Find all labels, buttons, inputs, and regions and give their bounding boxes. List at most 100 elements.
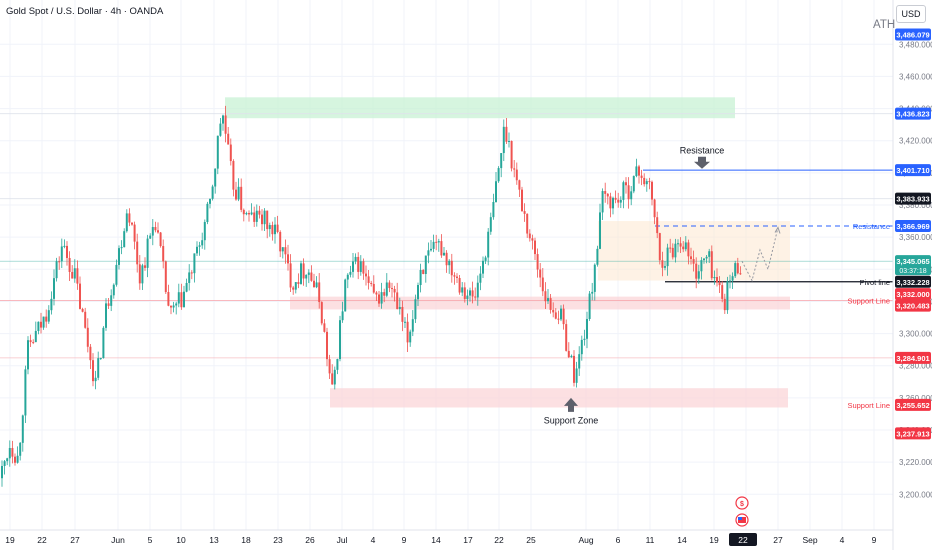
candle-body [440, 241, 443, 256]
candle-body [170, 305, 172, 308]
x-tick-label: 14 [431, 535, 441, 545]
y-tick-label: 3,460.000 [899, 72, 932, 81]
price-tag [895, 288, 931, 301]
candle-body [575, 368, 578, 383]
candle-body [53, 278, 55, 299]
candle-body [359, 261, 362, 272]
candle-body [255, 210, 258, 222]
y-tick-label: 3,280.000 [899, 362, 932, 371]
resistance-line-label: Resistance [853, 222, 890, 231]
candle-body [131, 222, 133, 225]
x-tick-label: Sep [802, 535, 817, 545]
candle-body [419, 269, 422, 286]
x-tick-label: 13 [209, 535, 219, 545]
candle-body [393, 288, 396, 293]
candle-body [609, 196, 612, 209]
candle-body [344, 279, 347, 312]
candle-body [297, 282, 300, 284]
candle-body [625, 182, 627, 186]
candle-body [508, 140, 510, 142]
y-tick-label: 3,220.000 [899, 458, 932, 467]
candle-body [692, 259, 695, 264]
candle-body [653, 199, 656, 218]
candle-body [370, 282, 373, 284]
arrow-up-icon [564, 397, 578, 412]
candle-body [411, 319, 414, 332]
candle-body [521, 189, 523, 212]
candle-body [60, 246, 63, 262]
candle-body [435, 241, 438, 243]
candle-body [45, 316, 48, 322]
candle-body [180, 292, 183, 308]
candle-body [120, 247, 123, 249]
candle-body [721, 285, 724, 299]
x-tick-label: 22 [37, 535, 47, 545]
candle-body [682, 246, 685, 250]
candle-body [37, 321, 40, 331]
candle-body [632, 176, 635, 192]
candle-body [445, 252, 448, 266]
candle-body [409, 331, 412, 343]
candle-body [102, 327, 105, 358]
candle-body [81, 308, 84, 312]
candle-body [588, 293, 591, 319]
candle-body [68, 257, 71, 272]
candle-body [58, 261, 61, 263]
currency-button[interactable]: USD [896, 5, 926, 23]
candle-body [661, 260, 664, 268]
candle-body [388, 282, 391, 289]
arrow-down-icon [694, 156, 710, 169]
candle-body [708, 251, 711, 257]
y-tick-label: 3,360.000 [899, 233, 932, 242]
candle-body [523, 211, 526, 214]
candle-body [482, 260, 484, 274]
candle-body [671, 247, 674, 258]
candle-body [32, 342, 35, 344]
candle-body [157, 230, 159, 233]
candle-body [560, 308, 562, 320]
candle-body [292, 287, 295, 290]
candle-body [526, 213, 529, 234]
candle-body [461, 287, 464, 293]
price-tag [895, 398, 931, 411]
countdown-label: 03:37:18 [899, 268, 926, 275]
candle-body [437, 241, 440, 243]
price-tag [895, 299, 931, 312]
candle-body [242, 209, 245, 215]
x-tick-label: 26 [305, 535, 315, 545]
candle-body [245, 213, 248, 215]
candle-body [175, 303, 178, 306]
price-tag-label: 3,401.710 [896, 166, 929, 175]
candle-body [736, 263, 739, 274]
candle-body [536, 254, 539, 270]
candle-body [534, 240, 536, 255]
candle-body [567, 350, 570, 358]
candle-body [229, 144, 232, 162]
candle-body [144, 265, 146, 268]
candle-body [614, 197, 617, 200]
dividend-icon[interactable] [735, 496, 749, 510]
candle-body [352, 261, 354, 272]
candle-body [354, 256, 357, 262]
price-tag [895, 192, 931, 205]
candle-body [573, 355, 575, 383]
y-tick-label: 3,420.000 [899, 137, 932, 146]
candle-body [547, 298, 549, 302]
candle-body [349, 271, 352, 275]
candle-body [89, 346, 92, 361]
candle-body [339, 320, 341, 360]
candle-body [518, 180, 521, 190]
candle-body [658, 233, 661, 261]
candle-body [718, 282, 721, 286]
candle-body [138, 264, 141, 284]
candle-body [8, 448, 11, 459]
price-tag-label: 3,486.079 [896, 31, 929, 40]
projection-arrow-icon [774, 226, 781, 234]
candle-body [209, 198, 211, 204]
candle-body [531, 238, 534, 241]
candle-body [427, 250, 430, 256]
candle-body [703, 258, 705, 261]
time-cursor-tag [729, 533, 757, 546]
